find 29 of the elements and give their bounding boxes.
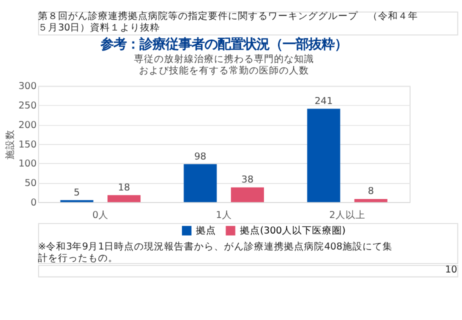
y-tick-label: 50	[24, 178, 37, 190]
data-label: 8	[368, 186, 374, 198]
text: ※令和3年9月1日時点の現況報告書から、がん診療連携拠点病院408施設にて集計を行ったもの。	[38, 240, 392, 264]
bar	[354, 199, 388, 202]
text: 10	[445, 264, 458, 276]
y-tick-label: 300	[18, 81, 37, 92]
x-tick-label: 1人	[216, 210, 232, 221]
y-axis-title: 施設数	[4, 129, 16, 160]
text: 第８回がん診療連携拠点病院等の指定要件に関するワーキンググループ （令和４年５月30日）資料１より抜粋	[38, 10, 418, 34]
bar	[108, 195, 141, 202]
y-tick-label: 200	[18, 120, 37, 131]
data-label: 38	[241, 174, 254, 186]
bar	[184, 164, 217, 202]
legend-label: 拠点	[196, 224, 216, 237]
bar	[230, 187, 264, 202]
y-tick-label: 100	[18, 158, 37, 170]
data-label: 18	[118, 182, 130, 194]
chart-title: 参考：診療従事者の配置状況（一部抜粋）	[99, 36, 348, 53]
data-label: 98	[194, 151, 206, 162]
x-tick-label: 0人	[92, 210, 108, 221]
data-label: 241	[314, 96, 333, 107]
y-tick-label: 250	[18, 100, 37, 112]
y-tick-label: 150	[18, 139, 37, 150]
x-tick-label: 2人以上	[329, 208, 366, 221]
data-label: 5	[74, 187, 80, 198]
y-tick-label: 0	[30, 197, 37, 208]
bar	[307, 108, 340, 202]
legend-label: 拠点(300人以下医療圏)	[240, 224, 346, 237]
chart-subtitle: 専従の放射線治療に携わる専門的な知識および技能を有する常勤の医師の人数	[134, 53, 314, 77]
